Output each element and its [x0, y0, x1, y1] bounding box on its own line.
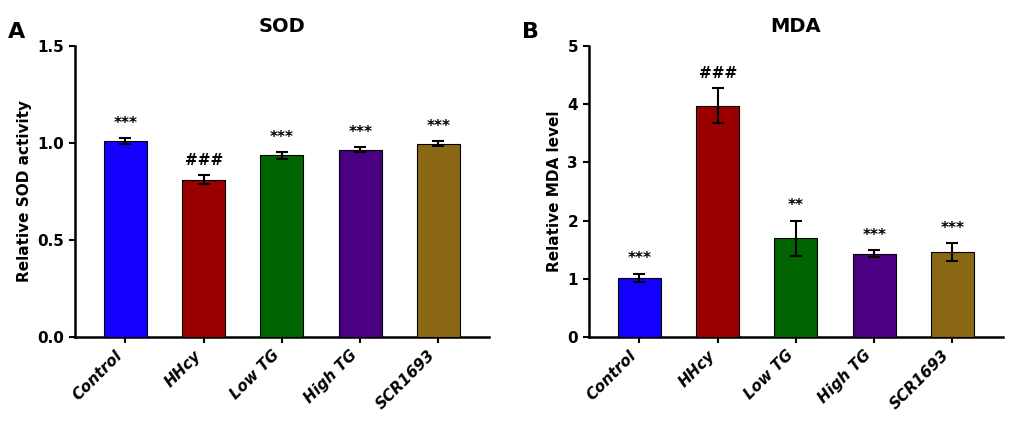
Text: ***: ***: [270, 130, 293, 145]
Text: ***: ***: [113, 116, 138, 130]
Text: **: **: [787, 198, 803, 213]
Bar: [930, 252, 973, 337]
Bar: [260, 155, 304, 337]
Bar: [182, 180, 225, 337]
Bar: [695, 106, 739, 337]
Text: ***: ***: [627, 251, 651, 266]
Text: ###: ###: [698, 66, 736, 81]
Bar: [338, 150, 381, 337]
Bar: [417, 144, 460, 337]
Text: ***: ***: [861, 228, 886, 243]
Bar: [852, 254, 895, 337]
Text: ***: ***: [426, 119, 450, 134]
Text: A: A: [8, 22, 25, 42]
Y-axis label: Relative SOD activity: Relative SOD activity: [16, 100, 32, 282]
Title: MDA: MDA: [769, 17, 820, 36]
Text: ###: ###: [184, 153, 222, 168]
Bar: [104, 141, 147, 337]
Title: SOD: SOD: [258, 17, 305, 36]
Text: ***: ***: [347, 125, 372, 140]
Bar: [773, 238, 816, 337]
Bar: [618, 278, 660, 337]
Y-axis label: Relative MDA level: Relative MDA level: [546, 111, 561, 272]
Text: B: B: [522, 22, 539, 42]
Text: ***: ***: [940, 221, 964, 236]
